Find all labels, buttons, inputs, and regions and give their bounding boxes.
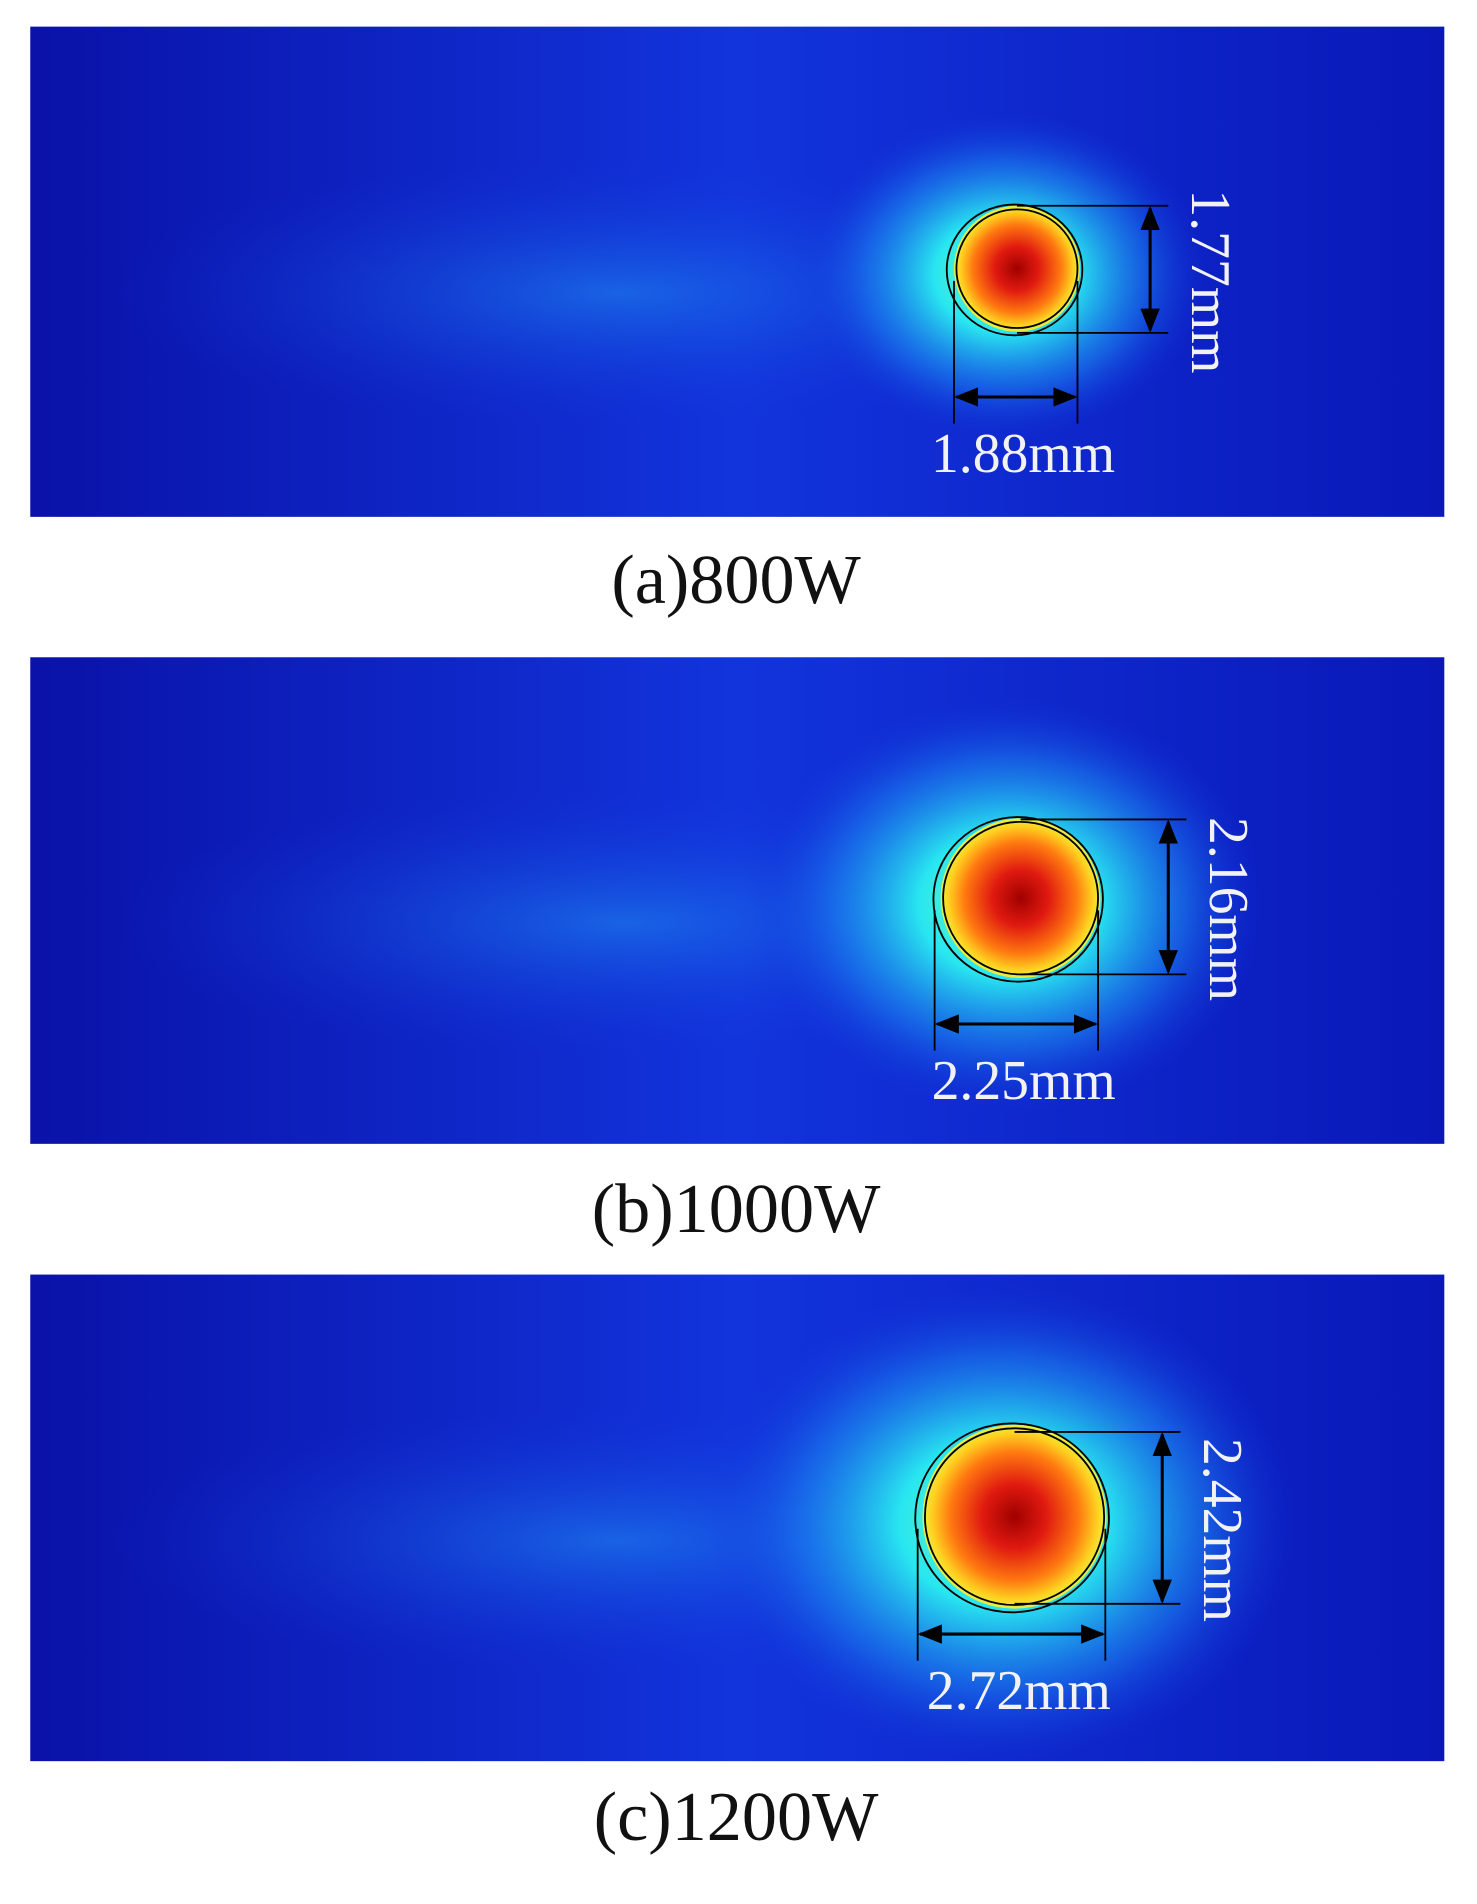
height-label: 1.77mm	[1179, 189, 1241, 373]
panel-caption: (b)1000W	[592, 1170, 881, 1248]
melt-pool	[922, 1424, 1107, 1609]
contour-inner	[955, 208, 1079, 329]
panel: 1.77mm 1.88mm (a)800W	[30, 26, 1445, 619]
width-label: 2.25mm	[932, 1050, 1116, 1112]
width-label: 1.88mm	[931, 423, 1115, 485]
contour-outer	[914, 1422, 1110, 1614]
panel: 2.16mm 2.25mm (b)1000W	[30, 657, 1445, 1248]
contour-outer	[945, 203, 1084, 337]
panel-caption: (a)800W	[611, 541, 861, 619]
height-label: 2.42mm	[1191, 1438, 1253, 1622]
melt-pool	[940, 818, 1101, 979]
height-label: 2.16mm	[1197, 817, 1259, 1001]
contour-outer	[932, 816, 1104, 983]
panel: 2.42mm 2.72mm (c)1200W	[30, 1274, 1445, 1856]
contour-inner	[924, 1427, 1106, 1606]
panel-caption: (c)1200W	[594, 1778, 879, 1856]
width-label: 2.72mm	[927, 1660, 1111, 1722]
melt-pool	[953, 205, 1080, 332]
